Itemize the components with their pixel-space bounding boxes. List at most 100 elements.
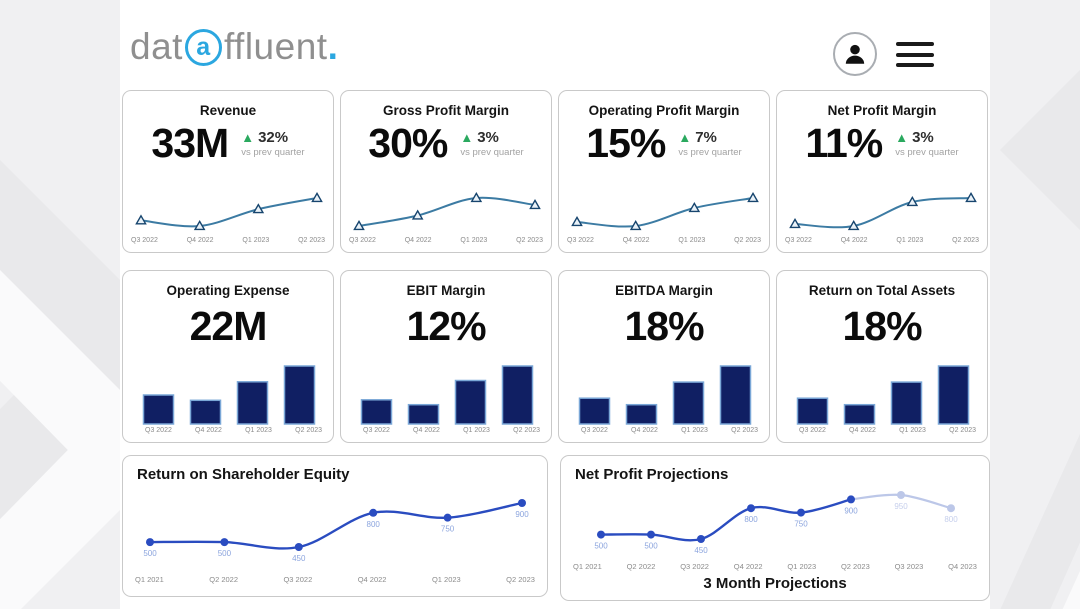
card-title: Net Profit Margin (827, 103, 937, 118)
kpi-delta: 3% (912, 129, 934, 147)
up-arrow-icon: ▲ (678, 130, 692, 146)
x-tick-label: Q1 2023 (678, 237, 706, 244)
kpi-card-revenue: Revenue 33M ▲ 32% vs prev quarter Q3 2022… (122, 90, 334, 253)
x-tick-label: Q4 2022 (186, 237, 214, 244)
svg-text:500: 500 (644, 542, 658, 551)
kpi-card-ebit-margin: EBIT Margin 12% Q3 2022 Q4 2022 Q1 2023 Q2 … (340, 270, 552, 443)
return-on-total-assets-bar-chart (796, 365, 970, 425)
x-axis-labels: Q3 2022 Q4 2022 Q1 2023 Q2 2023 (567, 427, 761, 434)
card-title: Return on Total Assets (808, 283, 956, 298)
x-tick-label: Q2 2023 (731, 427, 758, 434)
kpi-value: 30% (368, 120, 448, 166)
x-axis-labels: Q3 2022 Q4 2022 Q1 2023 Q2 2023 (785, 427, 979, 434)
svg-text:800: 800 (367, 520, 381, 529)
projections-caption: 3 Month Projections (703, 575, 847, 592)
x-tick-label: Q2 2023 (840, 562, 870, 571)
x-axis-labels: Q3 2022 Q4 2022 Q1 2023 Q2 2023 (349, 427, 543, 434)
return-on-shareholder-equity-line-chart: 500 500 450 800 750 900 (143, 499, 529, 563)
x-tick-label: Q2 2023 (295, 427, 322, 434)
up-arrow-icon: ▲ (895, 130, 909, 146)
x-tick-label: Q2 2023 (734, 237, 761, 244)
card-title: Revenue (199, 103, 257, 118)
kpi-card-operating-profit-margin: Operating Profit Margin 15% ▲ 7% vs prev … (558, 90, 770, 253)
kpi-value: 33M (151, 120, 229, 166)
card-title: Operating Profit Margin (588, 103, 740, 118)
x-tick-label: Q1 2023 (896, 237, 924, 244)
hamburger-bar (896, 63, 934, 67)
card-title: EBITDA Margin (615, 283, 713, 298)
x-tick-label: Q1 2021 (573, 562, 602, 571)
x-tick-label: Q2 2022 (626, 562, 656, 571)
x-axis-labels: Q3 2022 Q4 2022 Q1 2023 Q2 2023 (349, 237, 543, 244)
svg-text:450: 450 (694, 546, 708, 555)
chart-title: Net Profit Projections (575, 466, 729, 483)
x-tick-label: Q1 2023 (463, 427, 490, 434)
svg-text:950: 950 (894, 502, 908, 511)
net-profit-projections-card: Net Profit Projections 500 500 450 800 750 90… (560, 455, 990, 601)
up-arrow-icon: ▲ (460, 130, 474, 146)
x-tick-label: Q2 2023 (506, 575, 535, 584)
x-tick-label: Q3 2022 (581, 427, 608, 434)
net-profit-projections-line-chart: 500 500 450 800 750 900 950 800 (594, 491, 958, 555)
x-tick-label: Q4 2022 (631, 427, 658, 434)
net-profit-margin-sparkline-chart (789, 191, 977, 231)
kpi-delta-note: vs prev quarter (460, 147, 524, 159)
user-avatar-icon (842, 41, 868, 67)
x-tick-label: Q3 2022 (145, 427, 172, 434)
kpi-value: 18% (624, 303, 704, 349)
operating-profit-margin-sparkline-chart (571, 191, 759, 231)
kpi-value: 18% (842, 303, 922, 349)
x-tick-label: Q3 2022 (283, 575, 313, 584)
user-avatar-button[interactable] (833, 32, 877, 76)
card-title: Gross Profit Margin (382, 103, 509, 118)
x-tick-label: Q1 2023 (899, 427, 926, 434)
gross-profit-margin-sparkline-chart (353, 191, 541, 231)
x-axis-labels: Q3 2022 Q4 2022 Q1 2023 Q2 2023 (567, 237, 761, 244)
logo-dot: . (327, 26, 339, 67)
x-tick-label: Q3 2022 (785, 237, 812, 244)
x-tick-label: Q4 2022 (413, 427, 440, 434)
x-tick-label: Q3 2022 (799, 427, 826, 434)
svg-text:900: 900 (515, 510, 529, 519)
x-tick-label: Q1 2023 (460, 237, 488, 244)
svg-text:800: 800 (944, 515, 958, 524)
x-axis-labels: Q1 2021 Q2 2022 Q3 2022 Q4 2022 Q1 2023 Q2 20… (135, 575, 535, 584)
kpi-card-operating-expense: Operating Expense 22M Q3 2022 Q4 2022 Q1 2… (122, 270, 334, 443)
operating-expense-bar-chart (142, 365, 316, 425)
x-tick-label: Q1 2023 (242, 237, 270, 244)
x-axis-labels: Q3 2022 Q4 2022 Q1 2023 Q2 2023 (131, 427, 325, 434)
up-arrow-icon: ▲ (241, 130, 255, 146)
svg-text:750: 750 (794, 520, 808, 529)
x-tick-label: Q3 2022 (363, 427, 390, 434)
logo-text-post: ffluent (223, 26, 328, 67)
kpi-delta-note: vs prev quarter (895, 147, 959, 159)
kpi-card-return-on-total-assets: Return on Total Assets 18% Q3 2022 Q4 202… (776, 270, 988, 443)
svg-text:450: 450 (292, 554, 306, 563)
x-tick-label: Q3 2022 (680, 562, 709, 571)
x-tick-label: Q4 2022 (195, 427, 222, 434)
x-tick-label: Q1 2023 (787, 562, 817, 571)
svg-text:500: 500 (143, 549, 157, 558)
svg-text:500: 500 (218, 549, 232, 558)
kpi-value: 12% (406, 303, 486, 349)
x-tick-label: Q3 2023 (894, 562, 924, 571)
ebitda-margin-bar-chart (578, 365, 752, 425)
svg-text:500: 500 (594, 542, 608, 551)
x-tick-label: Q4 2023 (948, 562, 977, 571)
hamburger-menu-button[interactable] (896, 42, 934, 67)
kpi-value: 11% (805, 120, 883, 166)
x-axis-labels: Q1 2021 Q2 2022 Q3 2022 Q4 2022 Q1 2023 Q2 20… (573, 562, 977, 571)
chart-title: Return on Shareholder Equity (137, 466, 350, 483)
revenue-sparkline-chart (135, 191, 323, 231)
x-tick-label: Q1 2023 (245, 427, 272, 434)
hamburger-bar (896, 52, 934, 57)
x-tick-label: Q4 2022 (840, 237, 868, 244)
x-tick-label: Q2 2022 (209, 575, 239, 584)
card-title: EBIT Margin (406, 283, 486, 298)
return-on-shareholder-equity-card: Return on Shareholder Equity 500 500 450 80… (122, 455, 548, 597)
x-tick-label: Q2 2023 (513, 427, 540, 434)
x-tick-label: Q4 2022 (622, 237, 650, 244)
x-tick-label: Q4 2022 (733, 562, 763, 571)
kpi-delta: 7% (695, 129, 717, 147)
svg-text:900: 900 (844, 506, 858, 515)
